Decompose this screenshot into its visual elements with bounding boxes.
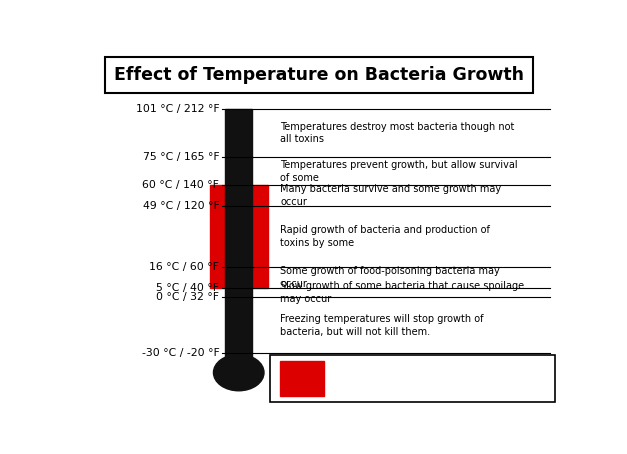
Text: Temperatures prevent growth, but allow survival
of some: Temperatures prevent growth, but allow s…: [280, 160, 518, 183]
Text: Danger Zone for potentially
hazardous foods
(Milk, eggs, fish, poultry, etc.): Danger Zone for potentially hazardous fo…: [336, 360, 502, 397]
Text: 101 °C / 212 °F: 101 °C / 212 °F: [135, 104, 219, 114]
Text: Rapid growth of bacteria and production of
toxins by some: Rapid growth of bacteria and production …: [280, 225, 490, 248]
Bar: [209, 185, 225, 288]
FancyBboxPatch shape: [105, 57, 533, 93]
Text: -30 °C / -20 °F: -30 °C / -20 °F: [142, 348, 219, 358]
Text: 0 °C / 32 °F: 0 °C / 32 °F: [156, 292, 219, 302]
Bar: [280, 361, 324, 396]
Bar: [225, 109, 252, 360]
Bar: [252, 185, 268, 288]
Text: Many bacteria survive and some growth may
occur: Many bacteria survive and some growth ma…: [280, 184, 501, 207]
Text: 5 °C / 40 °F: 5 °C / 40 °F: [156, 283, 219, 293]
Text: Freezing temperatures will stop growth of
bacteria, but will not kill them.: Freezing temperatures will stop growth o…: [280, 314, 483, 337]
Text: 16 °C / 60 °F: 16 °C / 60 °F: [149, 262, 219, 272]
Text: Effect of Temperature on Bacteria Growth: Effect of Temperature on Bacteria Growth: [114, 66, 524, 84]
Text: 60 °C / 140 °F: 60 °C / 140 °F: [142, 180, 219, 190]
FancyBboxPatch shape: [270, 355, 555, 402]
Circle shape: [213, 355, 264, 391]
Text: Temperatures destroy most bacteria though not
all toxins: Temperatures destroy most bacteria thoug…: [280, 122, 514, 144]
Text: 75 °C / 165 °F: 75 °C / 165 °F: [143, 152, 219, 162]
Text: Some growth of food-poisoning bacteria may
occur: Some growth of food-poisoning bacteria m…: [280, 266, 500, 289]
Text: 49 °C / 120 °F: 49 °C / 120 °F: [142, 201, 219, 211]
Text: Slow growth of some bacteria that cause spoilage
may occur: Slow growth of some bacteria that cause …: [280, 281, 524, 304]
